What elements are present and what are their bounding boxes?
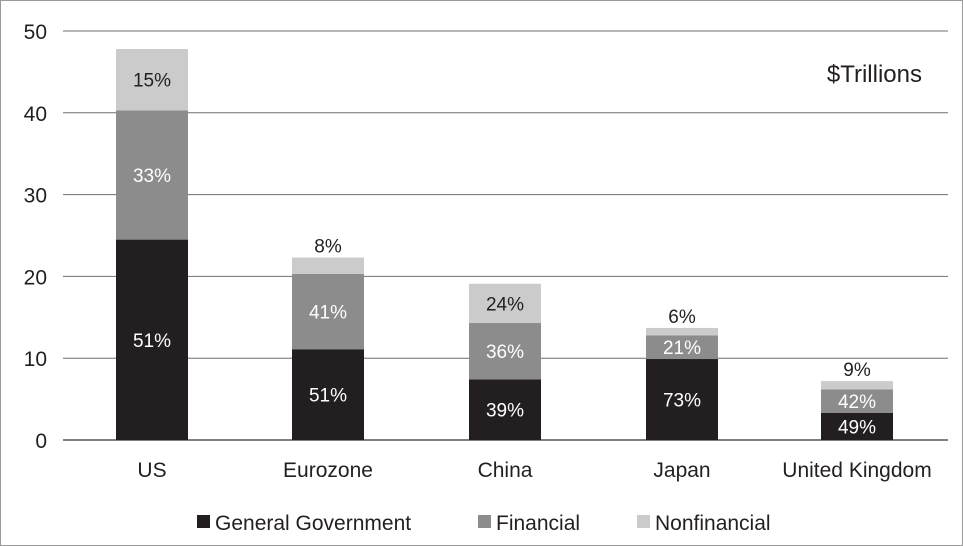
x-tick-label: Eurozone [283,459,373,482]
y-tick-label: 10 [24,348,47,371]
x-tick-label: US [137,459,166,482]
data-label: 39% [486,401,524,422]
bar-segment [821,389,893,414]
y-tick-label: 20 [24,266,47,289]
bar-segment [116,48,188,111]
y-tick-label: 30 [24,185,47,208]
data-label: 6% [668,307,696,328]
bar-segment [646,327,718,336]
legend-swatch [197,515,210,528]
data-label: 49% [838,418,876,439]
bars [116,48,893,440]
x-axis-tick-labels: US Eurozone China Japan United Kingdom [137,459,931,482]
unit-label: $Trillions [827,61,922,88]
gridlines [63,30,948,441]
bar-segment [292,257,364,274]
data-label: 36% [486,342,524,363]
x-tick-label: United Kingdom [782,459,931,482]
y-tick-label: 0 [35,430,47,453]
bar-segment [646,335,718,360]
y-tick-label: 50 [24,21,47,44]
data-label: 9% [843,360,871,381]
x-tick-label: China [478,459,533,482]
bar-segment [821,413,893,440]
legend-label: General Government [215,512,411,535]
bar-segment [116,110,188,240]
data-label: 73% [663,391,701,412]
data-label: 8% [314,237,342,258]
data-label: 41% [309,303,347,324]
bar-segment [469,323,541,380]
x-tick-label: Japan [653,459,710,482]
legend-label: Financial [496,512,580,535]
bar-segment [116,239,188,440]
bar-segment [646,359,718,440]
data-label: 24% [486,294,524,315]
data-label: 51% [133,331,171,352]
data-label: 51% [309,386,347,407]
data-label: 21% [663,338,701,359]
bar-segment [292,273,364,350]
legend: General Government Financial Nonfinancial [197,512,771,535]
bar-segment [469,379,541,440]
legend-label: Nonfinancial [655,512,771,535]
legend-swatch [637,515,650,528]
y-axis-tick-labels: 0 10 20 30 40 50 [24,21,47,453]
segment-labels: 51% 33% 15% 51% 41% 8% 39% 36% 24% 73% 21% 6% 49% 42%… [133,71,876,439]
data-label: 15% [133,71,171,92]
bar-segment [469,283,541,324]
legend-swatch [478,515,491,528]
bar-segment [292,349,364,440]
data-label: 42% [838,392,876,413]
data-label: 33% [133,166,171,187]
y-tick-label: 40 [24,103,47,126]
bar-segment [821,381,893,390]
